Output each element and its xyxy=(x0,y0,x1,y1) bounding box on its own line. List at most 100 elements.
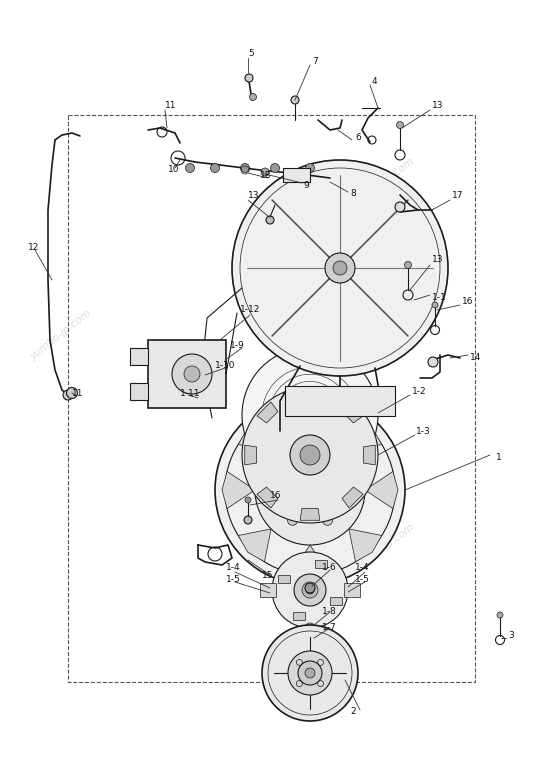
Circle shape xyxy=(432,302,438,308)
Text: 13: 13 xyxy=(432,101,444,110)
Circle shape xyxy=(302,582,318,598)
Circle shape xyxy=(306,586,314,594)
Circle shape xyxy=(298,403,322,427)
Circle shape xyxy=(305,668,315,678)
Circle shape xyxy=(240,164,249,172)
Text: 1-9: 1-9 xyxy=(230,341,245,350)
Polygon shape xyxy=(349,418,382,451)
Polygon shape xyxy=(315,560,327,568)
Circle shape xyxy=(272,552,348,628)
Polygon shape xyxy=(342,402,363,423)
Circle shape xyxy=(232,160,448,376)
Circle shape xyxy=(291,96,299,104)
Text: 13: 13 xyxy=(432,255,444,264)
Polygon shape xyxy=(291,545,329,578)
Polygon shape xyxy=(257,487,278,508)
Polygon shape xyxy=(222,472,255,508)
Circle shape xyxy=(215,395,405,585)
Circle shape xyxy=(255,435,365,545)
Text: 14: 14 xyxy=(470,354,482,363)
Text: 6: 6 xyxy=(355,133,361,142)
Circle shape xyxy=(305,583,315,593)
Circle shape xyxy=(244,516,252,524)
Text: 2: 2 xyxy=(350,707,355,716)
Circle shape xyxy=(290,435,330,475)
Text: yumbo-jp.com: yumbo-jp.com xyxy=(28,309,93,362)
Text: 1-3: 1-3 xyxy=(416,427,431,437)
Text: 13: 13 xyxy=(248,190,259,200)
Text: 9: 9 xyxy=(303,181,309,190)
Circle shape xyxy=(305,164,315,172)
Circle shape xyxy=(497,612,503,618)
Circle shape xyxy=(323,515,333,525)
Polygon shape xyxy=(238,529,271,562)
Text: 12: 12 xyxy=(28,244,40,252)
Text: 1-6: 1-6 xyxy=(322,564,336,572)
Text: 16: 16 xyxy=(270,491,281,500)
Text: 11: 11 xyxy=(165,101,176,110)
Circle shape xyxy=(287,515,297,525)
Text: 1-4: 1-4 xyxy=(226,564,240,572)
Circle shape xyxy=(261,168,269,176)
Text: 15: 15 xyxy=(262,572,273,581)
Text: 1-10: 1-10 xyxy=(215,360,235,370)
Text: 5: 5 xyxy=(248,50,254,59)
Polygon shape xyxy=(260,583,276,597)
Circle shape xyxy=(184,366,200,382)
Text: yumbo-jp.com: yumbo-jp.com xyxy=(324,400,388,453)
Text: 1-5: 1-5 xyxy=(226,575,240,584)
Circle shape xyxy=(307,647,313,653)
Text: 1-12: 1-12 xyxy=(240,306,261,315)
Circle shape xyxy=(298,661,322,685)
Circle shape xyxy=(305,623,315,633)
Polygon shape xyxy=(349,529,382,562)
Circle shape xyxy=(300,445,320,465)
Text: yumbo-jp.com: yumbo-jp.com xyxy=(352,156,416,210)
Polygon shape xyxy=(300,508,320,520)
Circle shape xyxy=(210,164,219,172)
Text: yumbo-jp.com: yumbo-jp.com xyxy=(307,263,372,316)
Circle shape xyxy=(270,485,280,495)
Circle shape xyxy=(397,121,403,129)
Polygon shape xyxy=(294,612,305,620)
Circle shape xyxy=(242,347,378,483)
Text: 1-8: 1-8 xyxy=(322,607,336,616)
Polygon shape xyxy=(344,583,360,597)
Circle shape xyxy=(66,388,78,399)
Circle shape xyxy=(323,455,333,465)
Polygon shape xyxy=(342,487,363,508)
Circle shape xyxy=(266,216,274,224)
Text: 1-2: 1-2 xyxy=(412,388,427,396)
Text: 4: 4 xyxy=(372,78,378,87)
Polygon shape xyxy=(363,445,376,465)
Circle shape xyxy=(245,497,251,503)
Circle shape xyxy=(63,390,73,400)
Polygon shape xyxy=(300,389,320,402)
Polygon shape xyxy=(365,472,398,508)
Circle shape xyxy=(304,409,316,421)
Polygon shape xyxy=(130,383,148,400)
Polygon shape xyxy=(283,168,310,182)
Circle shape xyxy=(395,202,405,212)
Text: 11: 11 xyxy=(72,389,84,398)
Polygon shape xyxy=(285,386,395,416)
Polygon shape xyxy=(130,348,148,365)
Circle shape xyxy=(185,164,195,172)
Text: 1-11: 1-11 xyxy=(180,389,200,398)
Circle shape xyxy=(294,574,326,606)
Circle shape xyxy=(428,357,438,367)
Circle shape xyxy=(271,164,280,172)
Circle shape xyxy=(288,468,332,512)
Circle shape xyxy=(304,636,316,648)
Text: 16: 16 xyxy=(462,297,474,306)
Polygon shape xyxy=(291,402,329,435)
Polygon shape xyxy=(330,597,342,605)
Circle shape xyxy=(172,354,212,394)
Circle shape xyxy=(288,651,332,695)
Text: 8: 8 xyxy=(350,190,356,198)
Polygon shape xyxy=(257,402,278,423)
Text: 1-1: 1-1 xyxy=(432,293,447,303)
Circle shape xyxy=(340,485,350,495)
Circle shape xyxy=(245,74,253,82)
Text: 1-7: 1-7 xyxy=(322,623,336,632)
